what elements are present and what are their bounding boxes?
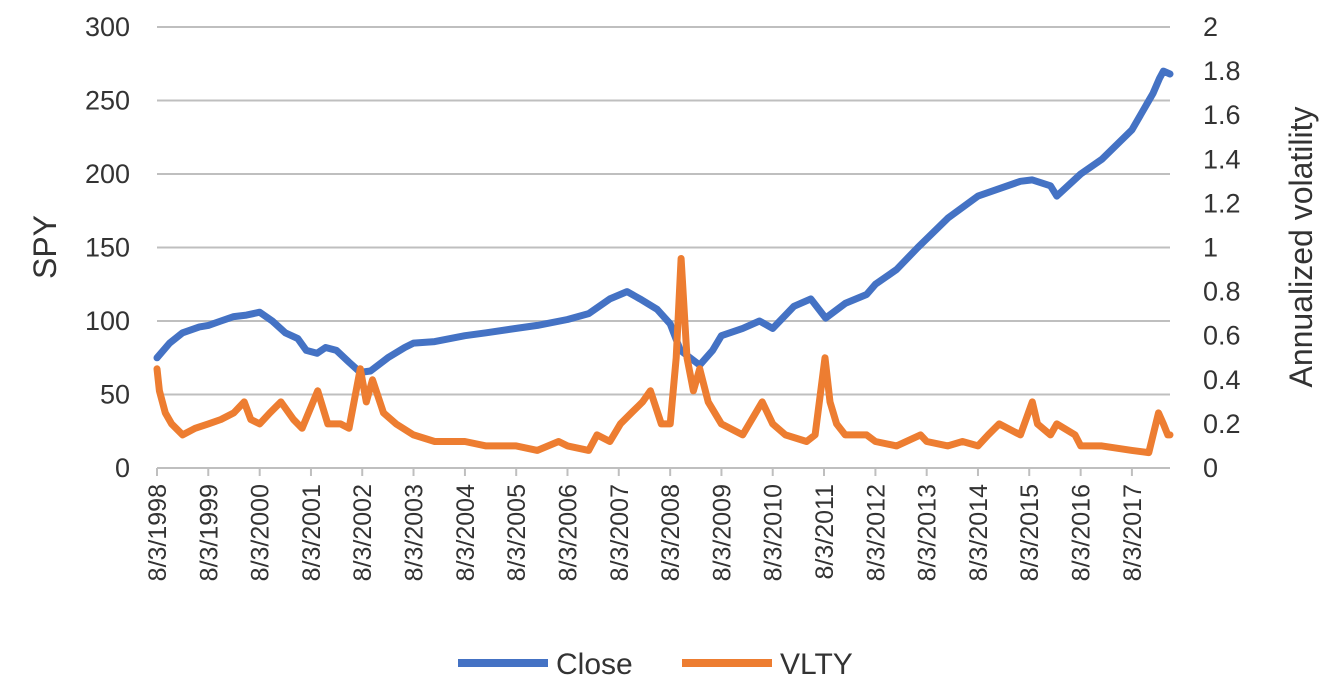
right-y-tick-label: 0.6 <box>1203 321 1241 351</box>
legend-label-close: Close <box>556 648 633 681</box>
right-y-tick-label: 0.2 <box>1203 409 1241 439</box>
right-y-axis-title: Annualized volatility <box>1283 106 1319 387</box>
x-tick-label: 8/3/2004 <box>452 484 480 581</box>
right-y-tick-label: 1.8 <box>1203 56 1241 86</box>
left-y-tick-label: 0 <box>115 453 130 483</box>
x-tick-label: 8/3/2010 <box>760 484 788 581</box>
right-y-tick-label: 0 <box>1203 453 1218 483</box>
x-tick-label: 8/3/2002 <box>349 484 377 581</box>
plot-area <box>153 67 1174 457</box>
right-y-tick-label: 1.6 <box>1203 100 1241 130</box>
right-y-tick-label: 1.4 <box>1203 144 1241 174</box>
right-y-axis: 0 0.2 0.4 0.6 0.8 1 1.2 1.4 1.6 1.8 2 <box>1203 12 1241 483</box>
x-tick-label: 8/3/2000 <box>247 484 275 581</box>
x-tick-label: 8/3/2011 <box>811 484 839 579</box>
x-tick-label: 8/3/2013 <box>914 484 942 581</box>
right-y-tick-label: 0.8 <box>1203 277 1241 307</box>
left-y-axis: 0 50 100 150 200 250 300 <box>85 12 130 483</box>
x-tick-label: 8/3/1999 <box>195 484 223 581</box>
legend-label-vlty: VLTY <box>780 648 853 681</box>
left-y-tick-label: 300 <box>85 12 130 42</box>
x-tick-label: 8/3/2003 <box>401 484 429 581</box>
left-y-tick-label: 250 <box>85 86 130 116</box>
x-tick-label: 8/3/2005 <box>503 484 531 581</box>
x-tick-label: 8/3/2015 <box>1016 484 1044 581</box>
legend: Close VLTY <box>458 648 853 681</box>
x-tick-label: 8/3/2016 <box>1068 484 1096 581</box>
left-y-tick-label: 100 <box>85 306 130 336</box>
x-tick-label: 8/3/2017 <box>1119 484 1147 581</box>
x-tick-label: 8/3/2007 <box>606 484 634 581</box>
x-tick-label: 8/3/2008 <box>657 484 685 581</box>
x-axis: 8/3/1998 8/3/1999 8/3/2000 8/3/2001 8/3/2002… <box>144 468 1147 581</box>
left-y-tick-label: 50 <box>100 380 130 410</box>
x-tick-label: 8/3/2009 <box>708 484 736 581</box>
left-y-tick-label: 150 <box>85 233 130 263</box>
x-tick-label: 8/3/1998 <box>144 484 172 581</box>
right-y-tick-label: 2 <box>1203 12 1218 42</box>
right-y-tick-label: 1 <box>1203 233 1218 263</box>
x-tick-label: 8/3/2012 <box>862 484 890 581</box>
gridlines <box>157 26 1170 396</box>
left-y-axis-title: SPY <box>27 215 63 279</box>
right-y-tick-label: 0.4 <box>1203 365 1241 395</box>
series-line-vlty <box>153 255 1174 457</box>
x-tick-label: 8/3/2001 <box>298 484 326 581</box>
x-tick-label: 8/3/2006 <box>554 484 582 581</box>
right-y-tick-label: 1.2 <box>1203 188 1241 218</box>
series-line-close <box>153 67 1174 376</box>
x-tick-label: 8/3/2014 <box>965 484 993 581</box>
left-y-tick-label: 200 <box>85 159 130 189</box>
